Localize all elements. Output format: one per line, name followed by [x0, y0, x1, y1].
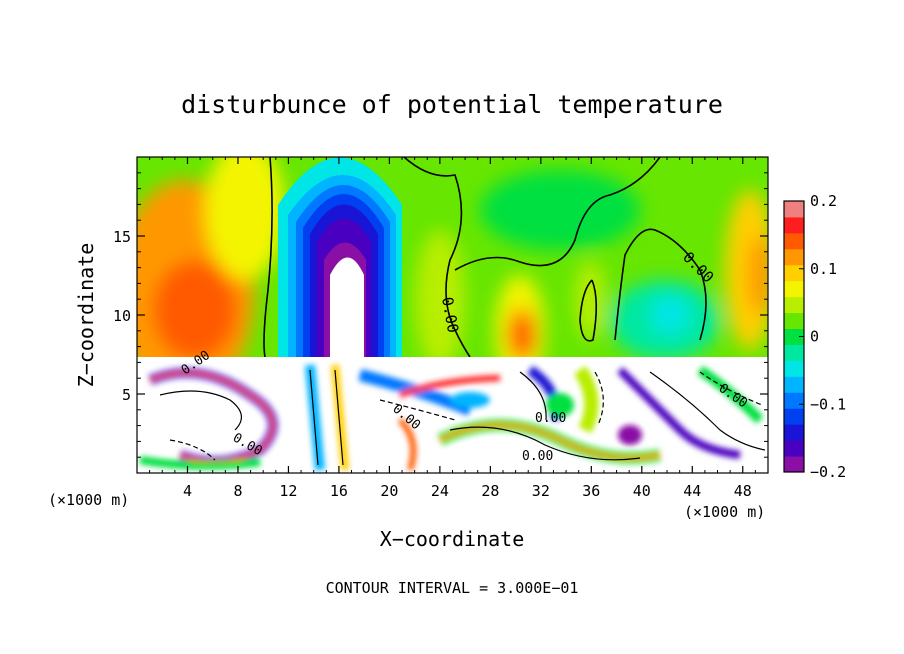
colorbar-swatch: [784, 392, 804, 409]
colorbar-tick-label: −0.2: [810, 463, 846, 481]
colorbar-swatch: [784, 216, 804, 234]
x-tick-label: 12: [279, 482, 297, 500]
x-tick-label: 48: [734, 482, 752, 500]
x-axis-title: X−coordinate: [380, 527, 525, 551]
x-tick-label: 16: [330, 482, 348, 500]
colorbar-tick-label: 0.2: [810, 192, 837, 210]
contour-label: 0.00: [522, 449, 553, 464]
upper-field: [137, 157, 768, 400]
colorbar-swatch: [784, 344, 804, 361]
contour-label: 0.00: [438, 296, 462, 335]
x-tick-label: 28: [481, 482, 499, 500]
heatmap-field: [137, 157, 768, 473]
x-unit-label: (×1000 m): [48, 491, 129, 509]
colorbar-swatch: [784, 248, 804, 266]
x-tick-label: 24: [431, 482, 449, 500]
colorbar-swatch: [784, 456, 804, 473]
x-axis: 4 8 12 16 20 24 28 32 36 40 44 48: [149, 157, 756, 500]
colorbar-swatch: [784, 440, 804, 457]
contour-interval: CONTOUR INTERVAL = 3.000E−01: [326, 579, 579, 597]
chart-title: disturbunce of potential temperature: [181, 90, 723, 119]
colorbar-swatch: [784, 408, 804, 425]
colorbar-tick-label: 0: [810, 328, 819, 346]
x-tick-label: 32: [532, 482, 550, 500]
y-tick-label: 10: [113, 307, 131, 325]
colorbar-axis: 0.2 0.1 0 −0.1 −0.2: [799, 192, 846, 481]
colorbar-swatch: [784, 424, 804, 441]
y-tick-label: 5: [122, 386, 131, 404]
colorbar-swatch: [784, 296, 804, 314]
colorbar-swatch: [784, 264, 804, 282]
colorbar-swatch: [784, 328, 804, 345]
x-tick-label: 40: [633, 482, 651, 500]
y-axis-title: Z−coordinate: [74, 243, 98, 388]
colorbar-swatch: [784, 232, 804, 250]
x-tick-label: 8: [233, 482, 242, 500]
y-axis: 5 10 15: [113, 172, 768, 458]
x-unit-label-right: (×1000 m): [684, 503, 765, 521]
colorbar-swatch: [784, 280, 804, 298]
upper-contours: [263, 157, 707, 358]
y-tick-label: 15: [113, 228, 131, 246]
contour-label: 0.00: [535, 411, 566, 426]
x-tick-label: 44: [683, 482, 701, 500]
x-tick-label: 20: [380, 482, 398, 500]
lower-contours: [159, 369, 766, 466]
colorbar-swatch: [784, 360, 804, 377]
colorbar-swatch: [784, 201, 804, 218]
colorbar-swatch: [784, 376, 804, 393]
colorbar: [783, 200, 805, 473]
cold-plume: [278, 157, 402, 360]
x-tick-label: 4: [183, 482, 192, 500]
x-tick-label: 36: [582, 482, 600, 500]
colorbar-swatch: [784, 312, 804, 330]
colorbar-tick-label: 0.1: [810, 260, 837, 278]
colorbar-tick-label: −0.1: [810, 395, 846, 413]
